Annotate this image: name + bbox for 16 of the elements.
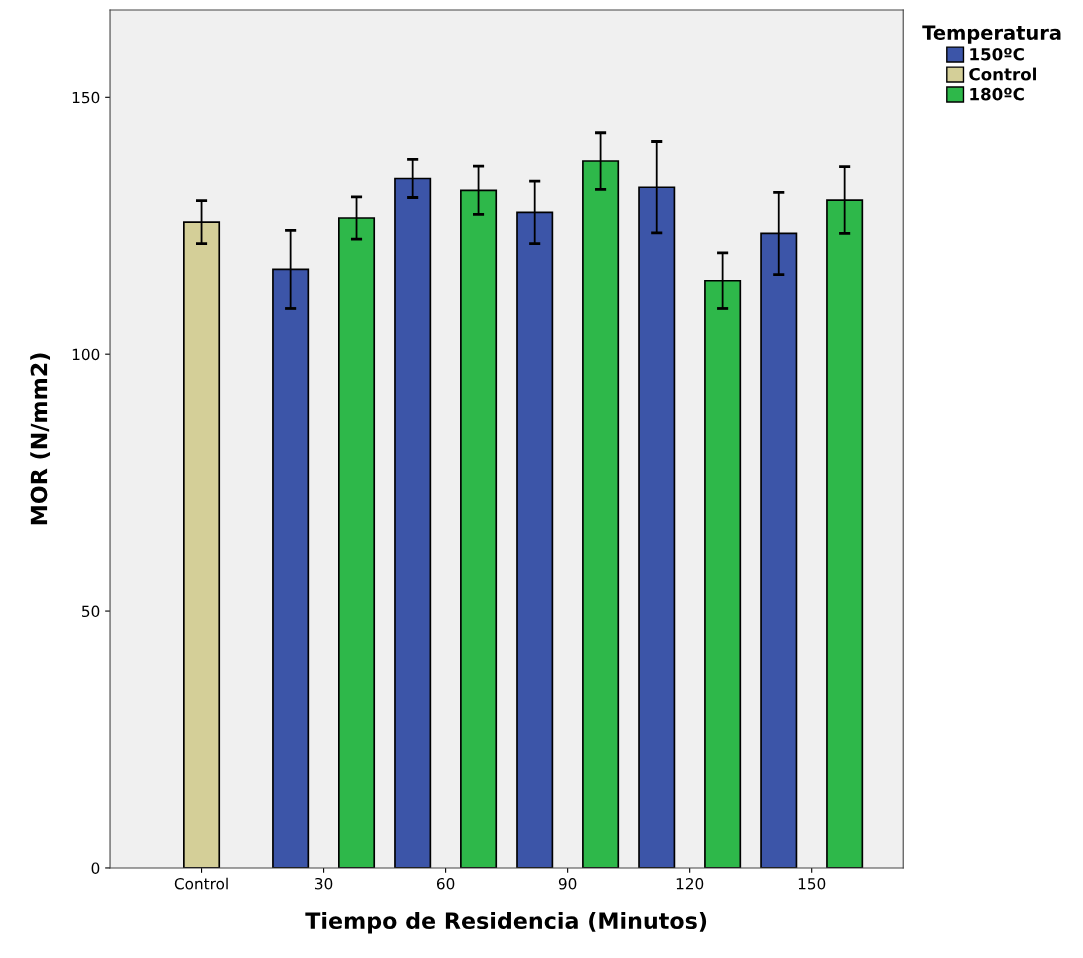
x-tick-label: 150 xyxy=(798,877,826,890)
x-tick-label: Control xyxy=(174,877,228,890)
x-tick-label: 120 xyxy=(676,877,704,890)
x-axis-title: Tiempo de Residencia (Minutos) xyxy=(305,911,707,934)
x-tick-label: 60 xyxy=(436,877,455,890)
y-tick-label: 50 xyxy=(82,605,100,618)
y-tick-label: 100 xyxy=(72,348,100,361)
legend-title: Temperatura xyxy=(922,25,1061,44)
legend-label: 150ºC xyxy=(970,47,1024,61)
y-axis-title: MOR (N/mm2) xyxy=(30,353,51,525)
y-tick-label: 150 xyxy=(72,91,100,104)
legend-label: 180ºC xyxy=(970,87,1024,101)
x-tick-label: 90 xyxy=(558,877,577,890)
x-tick-label: 30 xyxy=(315,877,333,890)
legend-label: Control xyxy=(969,67,1036,81)
y-tick-label: 0 xyxy=(91,862,100,874)
